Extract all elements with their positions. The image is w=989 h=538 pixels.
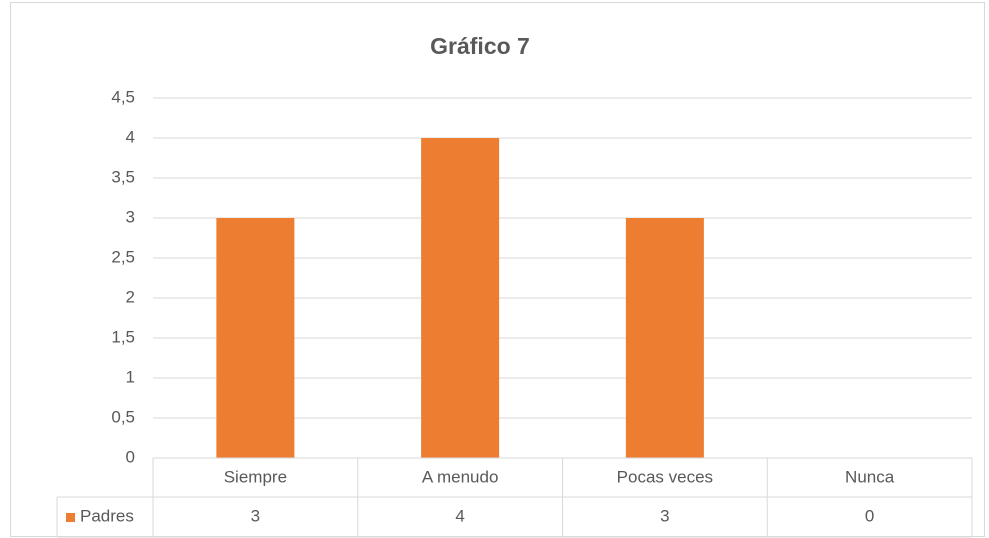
y-tick-label: 0,5 [111, 407, 135, 426]
y-tick-label: 4 [126, 127, 135, 146]
y-tick-label: 3,5 [111, 167, 135, 186]
y-tick-label: 1,5 [111, 327, 135, 346]
x-tick-label: A menudo [422, 467, 499, 486]
chart-title: Gráfico 7 [430, 33, 530, 59]
bar [625, 218, 704, 458]
legend-swatch [66, 513, 75, 522]
y-tick-label: 1 [126, 367, 135, 386]
y-tick-label: 2,5 [111, 247, 135, 266]
table-value: 3 [660, 506, 669, 525]
y-tick-label: 2 [126, 287, 135, 306]
table-value: 3 [251, 506, 260, 525]
bar [421, 138, 500, 458]
bar [216, 218, 295, 458]
x-tick-label: Nunca [845, 467, 895, 486]
table-value: 0 [865, 506, 874, 525]
table-value: 4 [455, 506, 464, 525]
x-tick-label: Pocas veces [617, 467, 713, 486]
y-tick-label: 0 [126, 447, 135, 466]
y-tick-label: 3 [126, 207, 135, 226]
y-tick-label: 4,5 [111, 87, 135, 106]
x-tick-label: Siempre [224, 467, 287, 486]
legend-label: Padres [80, 506, 134, 525]
